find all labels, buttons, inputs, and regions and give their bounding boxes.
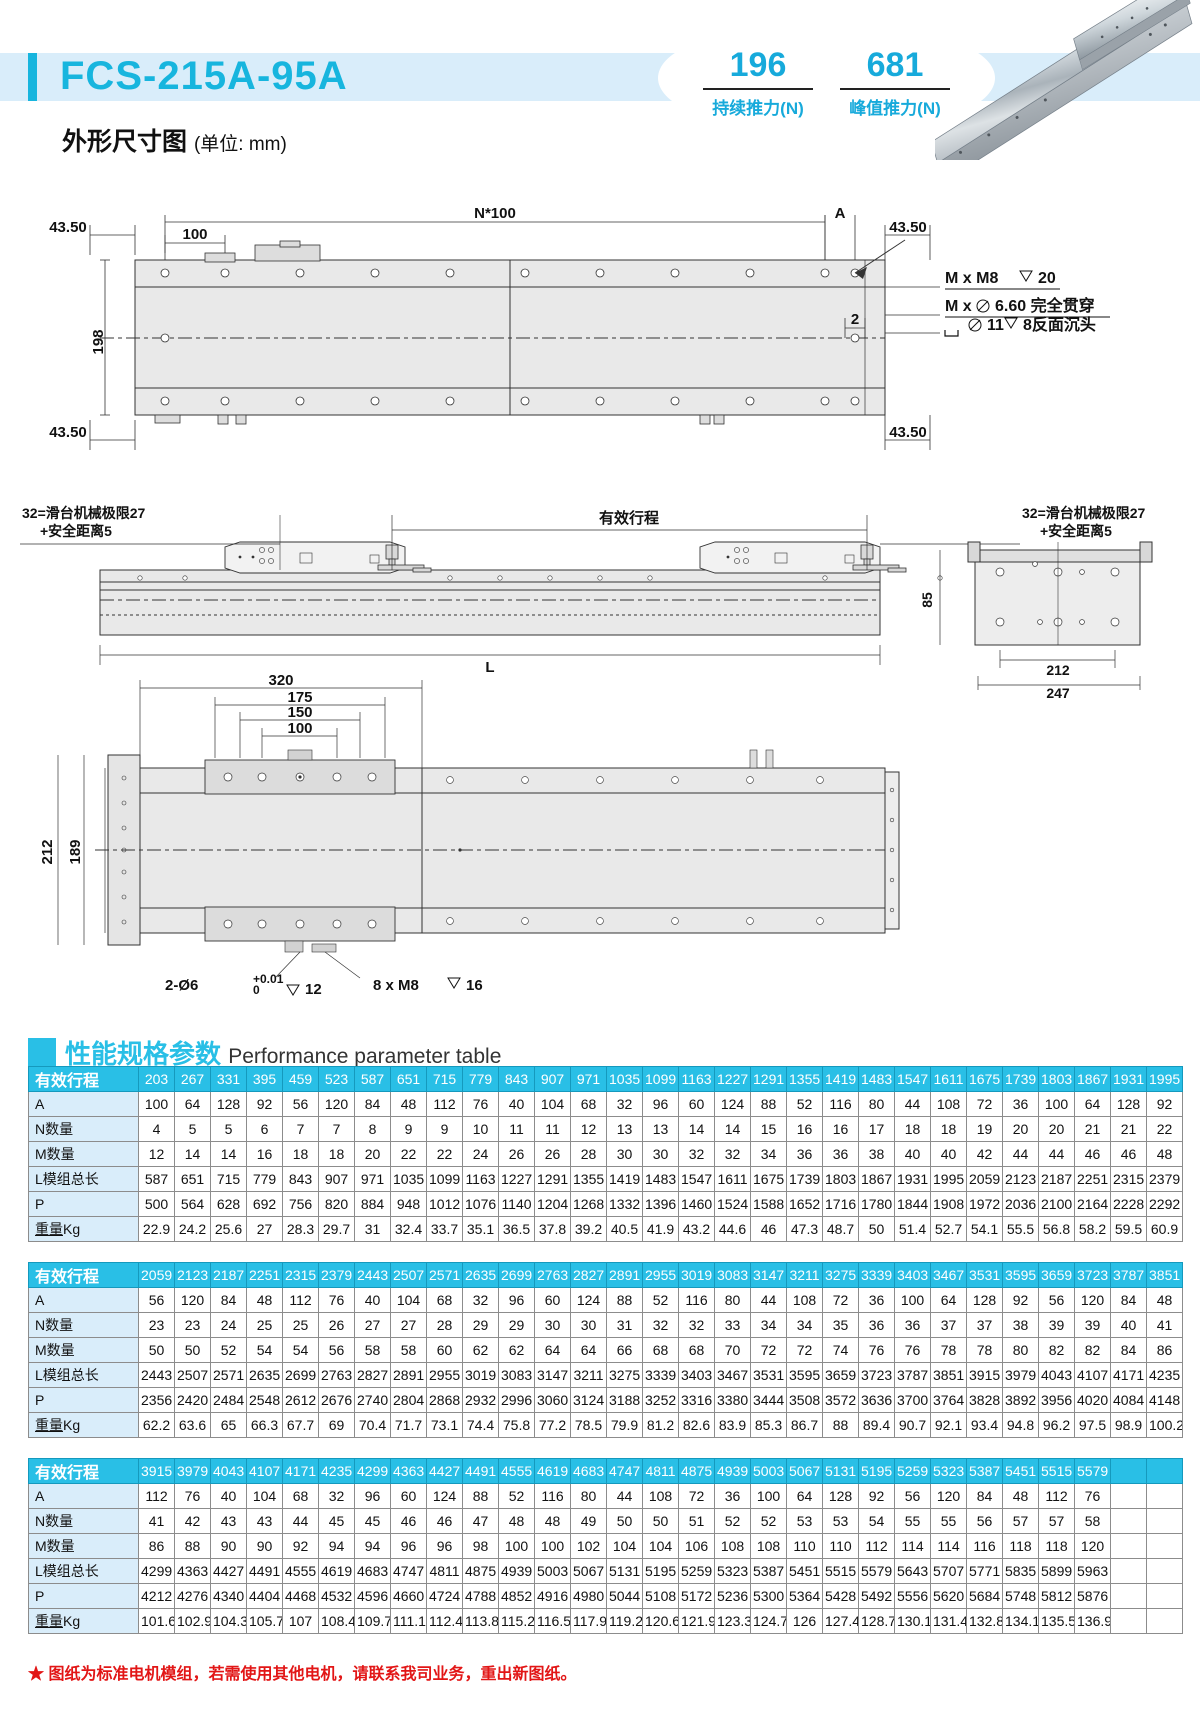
svg-text:198: 198 — [90, 329, 107, 354]
svg-text:A: A — [835, 205, 846, 222]
svg-text:8 x M8: 8 x M8 — [373, 977, 419, 994]
svg-text:11: 11 — [987, 317, 1004, 334]
svg-text:16: 16 — [466, 977, 483, 994]
svg-text:20: 20 — [1038, 270, 1056, 287]
svg-text:43.50: 43.50 — [889, 219, 927, 236]
svg-text:6.60 完全贯穿: 6.60 完全贯穿 — [995, 296, 1095, 315]
svg-text:12: 12 — [305, 981, 322, 998]
svg-text:M x M8: M x M8 — [945, 270, 998, 287]
svg-text:2: 2 — [851, 311, 859, 328]
svg-text:43.50: 43.50 — [889, 424, 927, 441]
svg-text:320: 320 — [268, 672, 293, 689]
svg-text:0: 0 — [253, 983, 260, 997]
svg-text:32=滑台机械极限27: 32=滑台机械极限27 — [1022, 505, 1146, 521]
svg-text:150: 150 — [287, 704, 312, 721]
svg-text:有效行程: 有效行程 — [599, 509, 659, 527]
svg-text:85: 85 — [919, 592, 935, 608]
svg-text:43.50: 43.50 — [49, 424, 87, 441]
svg-text:100: 100 — [287, 720, 312, 737]
svg-text:N*100: N*100 — [474, 205, 516, 222]
svg-text:100: 100 — [182, 226, 207, 243]
svg-text:175: 175 — [287, 689, 312, 706]
svg-text:43.50: 43.50 — [49, 219, 87, 236]
svg-text:+安全距离5: +安全距离5 — [1040, 523, 1112, 539]
svg-text:189: 189 — [67, 839, 84, 864]
svg-text:+安全距离5: +安全距离5 — [40, 523, 112, 539]
svg-text:8反面沉头: 8反面沉头 — [1023, 315, 1096, 334]
svg-text:2-Ø6: 2-Ø6 — [165, 977, 198, 994]
svg-text:212: 212 — [39, 839, 56, 864]
svg-text:32=滑台机械极限27: 32=滑台机械极限27 — [22, 505, 146, 521]
svg-text:M x: M x — [945, 298, 972, 315]
